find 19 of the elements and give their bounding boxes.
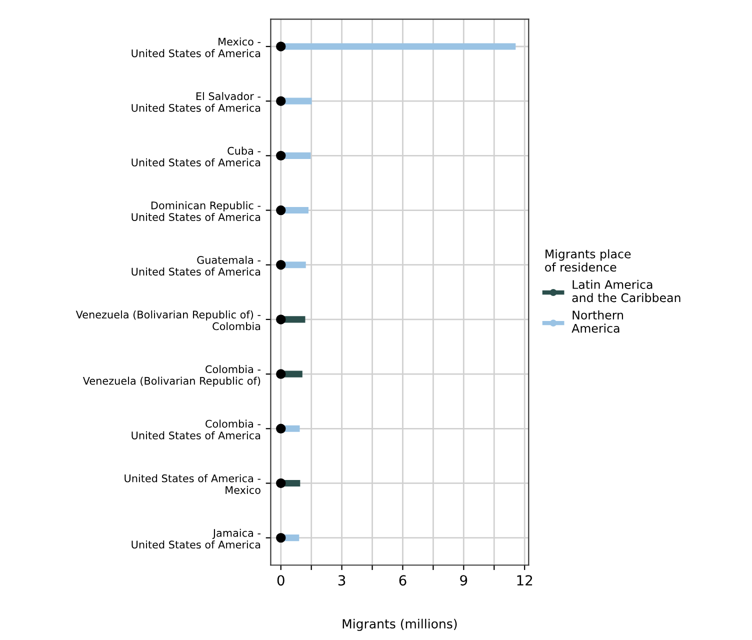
legend-label: Latin America and the Caribbean [572,280,680,302]
y-tick-label: Guatemala - United States of America [132,256,260,276]
y-tick-label: Jamaica - United States of America [132,528,260,549]
x-tick-label: 6 [399,575,406,586]
x-axis-title: Migrants (millions) [342,618,457,631]
y-tick-label: Colombia - Venezuela (Bolivarian Republic of) [82,365,260,387]
y-tick-label: El Salvador - United States of America [132,92,260,112]
y-tick-label: Venezuela (Bolivarian Republic of) - Colombia [76,310,260,330]
y-tick-label: Dominican Republic - United States of America [132,201,260,221]
y-tick-label: Cuba - United States of America [132,146,260,166]
y-tick-label: United States of America - Mexico [124,474,260,494]
x-tick-label: 3 [338,575,346,586]
y-tick-label: Colombia - United States of America [132,420,260,440]
legend-label: Northern America [572,310,623,333]
y-tick-label: Mexico - United States of America [132,38,260,58]
x-tick-label: 9 [460,575,468,586]
x-tick-label: 0 [277,575,284,586]
x-tick-label: 12 [517,575,532,586]
legend-title: Migrants place of residence [545,249,631,272]
